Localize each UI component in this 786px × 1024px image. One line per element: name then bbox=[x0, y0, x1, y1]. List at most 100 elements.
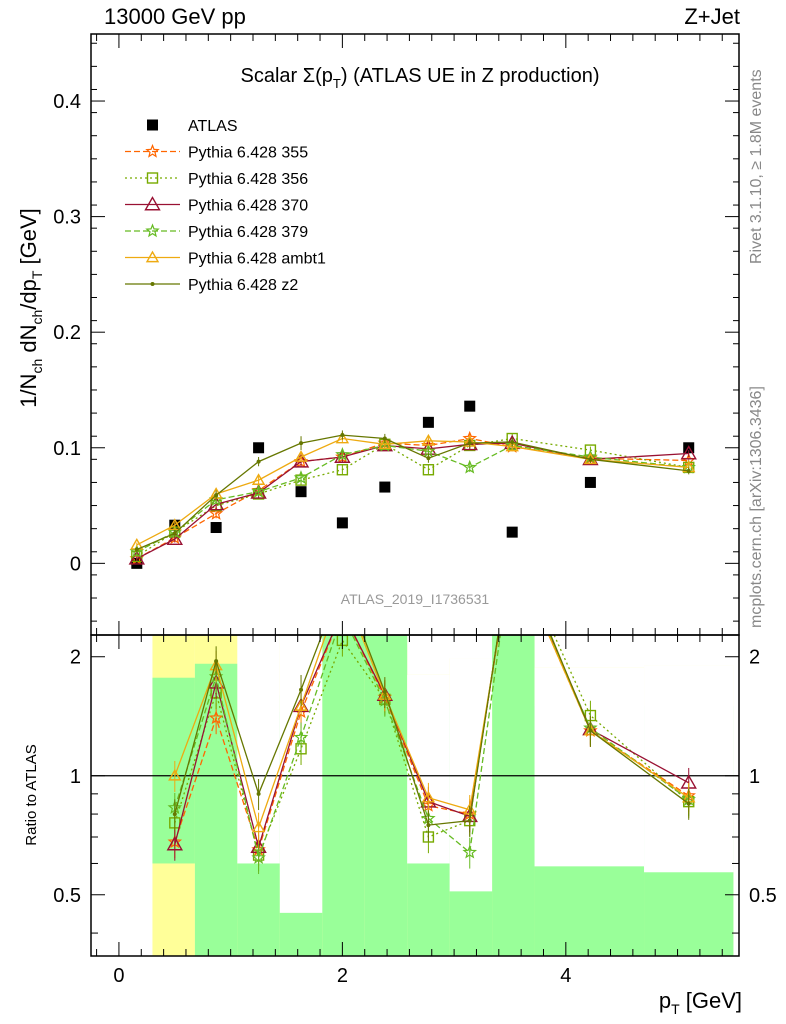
series-6-ratio-point bbox=[426, 823, 431, 828]
series-4-point bbox=[251, 484, 266, 498]
series-4-ratio-point bbox=[251, 850, 266, 865]
legend-label: ATLAS bbox=[188, 118, 238, 135]
series-0-point bbox=[336, 517, 348, 529]
legend-label: Pythia 6.428 370 bbox=[188, 198, 308, 215]
series-4-point bbox=[335, 447, 350, 461]
series-4-point bbox=[293, 470, 309, 485]
series-1-ratio-point bbox=[507, 545, 518, 556]
y-tick-label: 0.3 bbox=[53, 207, 81, 229]
series-5-point bbox=[335, 431, 350, 444]
series-0-point bbox=[295, 486, 307, 498]
series-5-point bbox=[378, 437, 392, 450]
ratio-tick-label: 1 bbox=[70, 766, 81, 788]
ratio-axis-label: Ratio to ATLAS bbox=[23, 744, 40, 845]
legend-marker-3-point bbox=[144, 196, 161, 211]
series-6-ratio-point bbox=[340, 579, 344, 583]
series-5-point bbox=[168, 518, 182, 531]
series-0-point bbox=[584, 476, 596, 488]
series-6-point bbox=[256, 459, 261, 464]
series-0-point bbox=[253, 442, 265, 454]
series-5-ratio-point bbox=[337, 582, 348, 592]
y-tick-label: 0 bbox=[70, 553, 81, 575]
legend-item-5: Pythia 6.428 ambt1 bbox=[125, 251, 326, 268]
process-label: Z+Jet bbox=[684, 4, 740, 29]
series-0-main bbox=[131, 400, 695, 569]
legend-label: Pythia 6.428 z2 bbox=[188, 277, 298, 294]
series-6-point bbox=[426, 456, 431, 461]
ratio-tick-label: 0.5 bbox=[53, 885, 81, 907]
series-6-point bbox=[686, 468, 691, 473]
series-6-point bbox=[588, 457, 593, 462]
ratio-tick-label: 2 bbox=[70, 647, 81, 669]
ratio-tick-label-right: 0.5 bbox=[749, 885, 777, 907]
legend-item-2: Pythia 6.428 356 bbox=[125, 171, 308, 188]
series-5-point bbox=[251, 473, 266, 485]
series-5-ratio-point bbox=[507, 546, 518, 556]
legend-item-3: Pythia 6.428 370 bbox=[125, 196, 308, 215]
series-6-ratio-point bbox=[214, 659, 219, 664]
series-2-point bbox=[336, 464, 349, 476]
series-6-ratio-point bbox=[510, 540, 514, 544]
series-6-ratio-point bbox=[299, 687, 304, 692]
series-5-point bbox=[421, 433, 436, 446]
series-4-ratio-point bbox=[337, 609, 348, 620]
series-2-point bbox=[422, 464, 435, 476]
series-5-point bbox=[505, 439, 519, 452]
x-tick-label: 0 bbox=[113, 965, 124, 987]
series-3-point bbox=[680, 445, 697, 460]
series-6-ratio-point bbox=[467, 818, 472, 823]
series-0-point bbox=[379, 481, 391, 493]
rivet-version-text: Rivet 3.1.10, ≥ 1.8M events bbox=[748, 69, 765, 264]
legend-item-0: ATLAS bbox=[147, 118, 238, 135]
series-4-ratio-point bbox=[507, 545, 518, 556]
plot-title: Scalar Σ(pT) (ATLAS UE in Z production) bbox=[241, 65, 600, 91]
y-tick-label: 0.2 bbox=[53, 322, 81, 344]
analysis-watermark: ATLAS_2019_I1736531 bbox=[341, 591, 490, 607]
series-6-ratio-point bbox=[172, 812, 177, 817]
series-5-line bbox=[136, 437, 689, 546]
series-0-point bbox=[506, 526, 518, 538]
y-tick-label: 0.1 bbox=[53, 438, 81, 460]
legend-marker-4-point bbox=[145, 223, 160, 238]
band-green-6 bbox=[364, 635, 408, 956]
series-5-point bbox=[294, 450, 308, 462]
series-6-point bbox=[340, 433, 345, 438]
legend-marker-1-point bbox=[145, 143, 160, 158]
series-0-point bbox=[422, 416, 434, 428]
legend-marker-2-point bbox=[146, 172, 159, 184]
ratio-plot-frame bbox=[90, 634, 740, 957]
ratio-tick-label-right: 2 bbox=[749, 647, 760, 669]
x-tick-label: 2 bbox=[337, 965, 348, 987]
ratio-series-group bbox=[166, 540, 697, 875]
ratio-tick-label-right: 1 bbox=[749, 766, 760, 788]
legend-marker-6-point bbox=[150, 282, 155, 286]
series-6-point bbox=[382, 436, 387, 441]
legend-item-1: Pythia 6.428 355 bbox=[125, 143, 308, 162]
legend-item-6: Pythia 6.428 z2 bbox=[125, 277, 298, 294]
series-6-ratio-point bbox=[382, 689, 387, 694]
legend-label: Pythia 6.428 355 bbox=[188, 145, 308, 162]
mcplots-reference-text: mcplots.cern.ch [arXiv:1306.3436] bbox=[748, 386, 765, 628]
legend-marker-0-point bbox=[147, 119, 158, 131]
series-4-ratio-point bbox=[462, 844, 478, 859]
series-5-ratio-point bbox=[421, 790, 436, 803]
legend-label: Pythia 6.428 356 bbox=[188, 171, 308, 188]
series-3-ratio-point bbox=[166, 836, 183, 851]
series-6-point bbox=[214, 493, 219, 498]
legend-item-4: Pythia 6.428 379 bbox=[125, 223, 308, 241]
main-series-group bbox=[128, 400, 697, 569]
band-green-1 bbox=[152, 677, 195, 864]
series-5-ratio-point bbox=[251, 820, 266, 833]
axis-ticks: 0 0.1 0.2 0.3 0.4 0 2 4 0.5 0.5 1 1 2 2 bbox=[53, 34, 777, 987]
series-1-ratio-point bbox=[337, 606, 348, 617]
series-3-ratio-point bbox=[505, 540, 519, 552]
series-6-point bbox=[134, 547, 139, 552]
legend-marker-5-point bbox=[145, 250, 160, 263]
x-axis-label: pT [GeV] bbox=[659, 988, 742, 1017]
series-6-ratio-point bbox=[686, 801, 691, 806]
series-6-point bbox=[172, 531, 177, 536]
series-6-ratio bbox=[172, 540, 691, 842]
series-5-ratio-point bbox=[294, 699, 308, 711]
plot-frames bbox=[90, 33, 740, 957]
